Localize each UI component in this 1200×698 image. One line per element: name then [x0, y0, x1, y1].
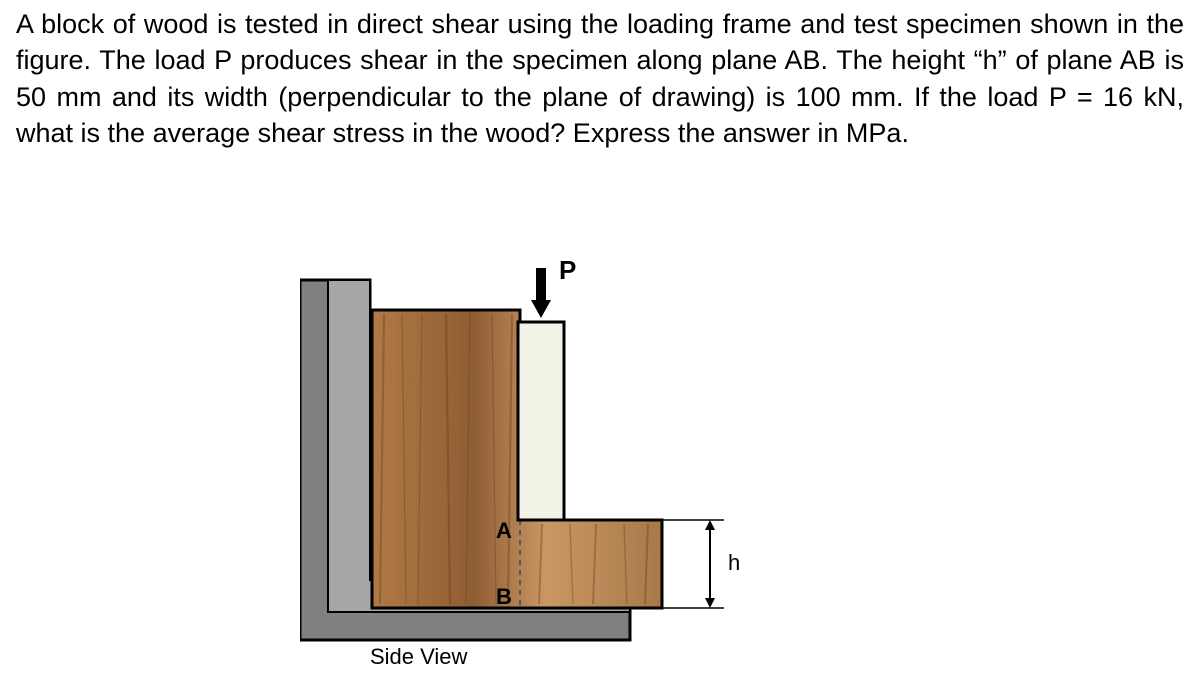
svg-text:B: B: [496, 584, 512, 609]
figure-container: P A Bh: [300, 250, 920, 670]
page-container: A block of wood is tested in direct shea…: [0, 0, 1200, 698]
svg-text:h: h: [728, 550, 740, 575]
svg-text:A: A: [496, 518, 512, 543]
problem-text: A block of wood is tested in direct shea…: [16, 6, 1184, 152]
figure-svg: P A Bh: [300, 250, 920, 670]
figure-caption: Side View: [370, 644, 467, 670]
svg-text:P: P: [559, 255, 576, 285]
